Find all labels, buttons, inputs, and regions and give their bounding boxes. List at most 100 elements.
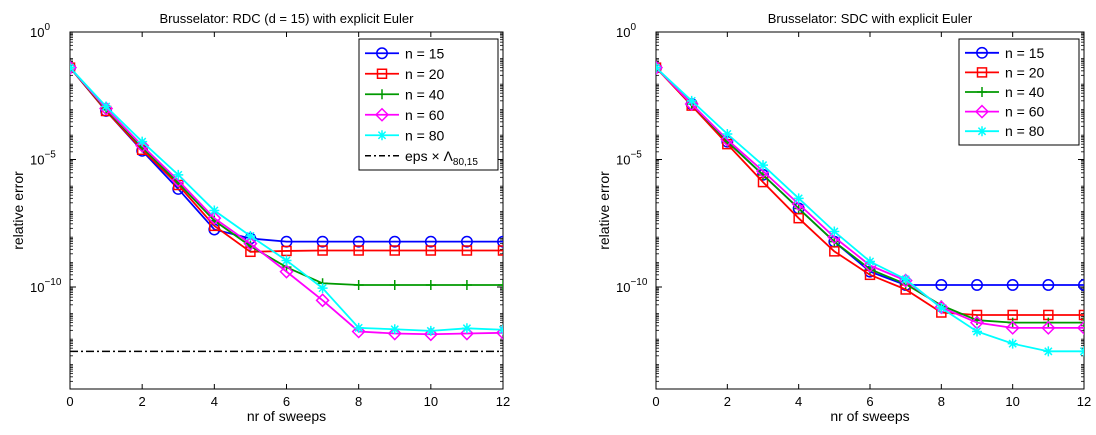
chart-2-series-5 [656,62,1084,357]
chart-2-xtick-label-2: 4 [795,394,802,409]
chart-1-series-4-point-12 [495,325,503,340]
chart-1-ytick-label-0: 100 [30,22,50,40]
chart-2-title: Brusselator: SDC with explicit Euler [768,11,973,26]
chart-1-series-4-point-10 [423,327,438,342]
chart-1-series-2-point-8 [353,245,364,256]
chart-2-series-2-point-4 [793,212,804,224]
chart-2-xlabel: nr of sweeps [830,408,909,424]
chart-1-series-4-point-4 [207,211,222,226]
chart-1-series-5-point-10 [425,325,436,336]
chart-1-xtick-label-1: 2 [139,394,146,409]
chart-2-xtick-label-0: 0 [652,394,659,409]
chart-1-series-5-point-7 [317,283,328,294]
chart-2-series-3-point-12 [1079,317,1084,328]
chart-1-series-3-point-9 [389,279,400,290]
chart-2-legend-marker-4 [974,104,990,119]
chart-2-legend-label-4: n = 60 [1005,104,1045,120]
chart-2-series-2-point-5 [829,246,840,257]
chart-1-series-5 [70,62,503,336]
chart-2-series-5-point-3 [758,160,768,171]
chart-1-series-4-point-8 [351,324,366,339]
chart-2-ytick-label-2: 10−10 [616,277,648,295]
chart-2-series-1-point-11 [1042,279,1055,291]
chart-1-series-3-point-10 [425,279,436,290]
chart-1-ytick-label-2: 10−10 [30,277,62,295]
chart-1-series-1-point-7 [316,235,329,248]
chart-2-legend-marker-1 [976,46,988,59]
chart-2-series-5-point-7 [900,274,911,285]
chart-1-series-2-point-11 [461,245,473,256]
chart-1-legend-marker-2 [376,68,388,79]
chart-2-series-5-point-9 [972,326,982,337]
chart-1-series-1-point-11 [460,235,473,248]
chart-2-legend-label-2: n = 20 [1005,64,1045,80]
chart-2-series-5-point-12 [1079,346,1084,357]
chart-1-legend-marker-1 [376,47,388,60]
chart-1-xtick-label-6: 12 [496,394,510,409]
chart-2-ytick-label-1: 10−5 [616,150,642,168]
chart-1-xtick-label-3: 6 [283,394,290,409]
chart-1-series-5-point-1 [101,101,112,112]
chart-2-legend-label-1: n = 15 [1005,45,1045,61]
chart-1-series-4-point-5 [243,236,258,251]
chart-2-series-1-point-12 [1078,279,1084,291]
chart-2-series-4-point-1 [684,96,699,112]
chart-1-series-3-point-12 [498,279,503,290]
chart-1-xtick-label-4: 8 [355,394,362,409]
chart-2-legend-marker-5 [977,126,987,137]
chart-2-series-5-point-8 [936,303,947,314]
chart-1-xlabel: nr of sweeps [247,408,326,424]
chart-1-legend-label-reference: eps × Λ80,15 [405,148,478,168]
chart-1-series-2-point-9 [389,245,400,256]
chart-2-legend: n = 15 n = 20 n = 40 n = 60 n = 80 [958,38,1080,146]
chart-2-series-5-point-5 [829,226,840,237]
chart-2-series-1-point-10 [1006,279,1019,291]
chart-1-xtick-label-0: 0 [66,394,73,409]
chart-1-series-4-point-2 [135,138,150,153]
chart-2-series-1-point-8 [935,279,948,291]
chart-2-legend-marker-2 [976,67,988,78]
chart-1-xtick-label-2: 4 [211,394,218,409]
chart-2-series-4-point-12 [1076,320,1084,335]
chart-2-series-5-point-4 [793,193,804,204]
chart-1-series-5-point-2 [137,136,148,147]
chart-2-legend-label-5: n = 80 [1005,123,1045,139]
chart-2-xtick-label-6: 12 [1077,394,1091,409]
chart-1-series-3-point-11 [461,279,472,290]
chart-1-legend-marker-4 [374,107,390,122]
chart-2-xtick-label-5: 10 [1005,394,1019,409]
chart-2-series-4-point-7 [898,273,913,288]
chart-2-ylabel: relative error [596,171,612,250]
chart-2-xtick-label-3: 6 [866,394,873,409]
chart-2: 0 2 4 6 8 10 12 100 10−5 10−10 Brusselator: SDC wi… [596,11,1091,424]
chart-1-series-1-point-12 [497,235,503,248]
chart-2-series-2-point-12 [1078,309,1084,321]
chart-1-title: Brusselator: RDC (d = 15) with explicit … [160,11,415,26]
chart-1-xtick-label-5: 10 [424,394,438,409]
chart-1-series-5-point-12 [498,324,503,335]
chart-1-series-4-point-11 [459,326,474,341]
chart-1-series-2-point-10 [425,245,437,256]
chart-1-series-5-point-8 [353,322,364,333]
chart-2-xtick-label-1: 2 [724,394,731,409]
chart-1-series-2-point-7 [317,245,328,256]
chart-1-series-1-point-9 [388,235,401,248]
chart-1-legend-label-3: n = 40 [405,86,445,102]
chart-2-ytick-label-0: 100 [616,22,636,40]
chart-1-series-4-point-0 [70,60,78,75]
chart-2-xtick-label-4: 8 [938,394,945,409]
chart-1-plot [70,60,503,353]
chart-1-legend-label-2: n = 20 [405,66,445,82]
chart-2-series-4-point-0 [656,60,664,75]
chart-1-series-5-point-4 [209,205,220,216]
chart-2-series-4-point-10 [1005,320,1020,335]
chart-1-legend: n = 15 n = 20 n = 40 n = 60 n = 80 eps × Λ80,… [358,38,499,171]
chart-2-legend-marker-3 [977,87,987,97]
chart-2-series-5-point-1 [686,95,697,106]
chart-2-series-5-point-11 [1043,346,1054,357]
chart-2-series-5-point-2 [722,129,733,139]
chart-1-legend-label-4: n = 60 [405,107,445,123]
chart-1-series-1-point-10 [424,235,437,248]
chart-1-legend-marker-5 [377,130,387,141]
